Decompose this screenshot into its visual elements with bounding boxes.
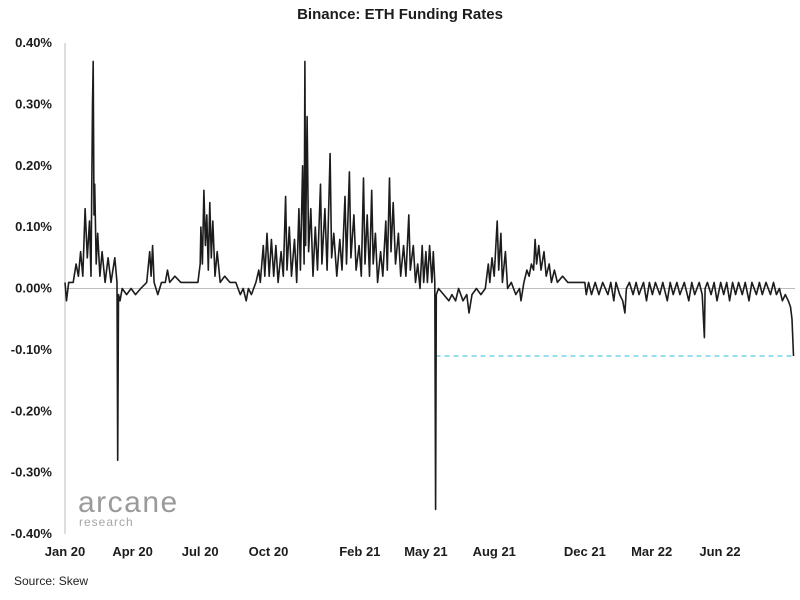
y-tick-label: -0.10% — [11, 342, 53, 357]
y-tick-label: 0.10% — [15, 219, 52, 234]
x-tick-label: Mar 22 — [631, 544, 672, 559]
x-tick-label: Aug 21 — [473, 544, 516, 559]
x-axis-ticks: Jan 20 Apr 20 Jul 20 Oct 20 Feb 21 May 21 Aug … — [45, 544, 741, 559]
y-tick-label: -0.30% — [11, 465, 53, 480]
y-tick-label: -0.40% — [11, 526, 53, 541]
y-tick-label: 0.30% — [15, 96, 52, 111]
source-note: Source: Skew — [14, 574, 89, 588]
series-group — [64, 60, 795, 511]
logo-text: arcane — [78, 486, 179, 519]
arcane-logo: arcane research — [78, 486, 179, 529]
x-tick-label: Jan 20 — [45, 544, 85, 559]
y-tick-label: 0.40% — [15, 35, 52, 50]
x-tick-label: Jul 20 — [182, 544, 219, 559]
y-tick-label: -0.20% — [11, 403, 53, 418]
chart-title: Binance: ETH Funding Rates — [297, 6, 503, 23]
logo-subtext: research — [79, 515, 134, 529]
x-tick-label: Oct 20 — [249, 544, 289, 559]
y-tick-label: 0.00% — [15, 281, 52, 296]
x-tick-label: May 21 — [404, 544, 447, 559]
y-axis-ticks: 0.40% 0.30% 0.20% 0.10% 0.00% -0.10% -0.20% -0.… — [11, 35, 53, 541]
funding-rate-line — [64, 60, 795, 511]
x-tick-label: Dec 21 — [564, 544, 606, 559]
x-tick-label: Jun 22 — [699, 544, 740, 559]
y-tick-label: 0.20% — [15, 158, 52, 173]
x-tick-label: Apr 20 — [112, 544, 152, 559]
x-tick-label: Feb 21 — [339, 544, 380, 559]
